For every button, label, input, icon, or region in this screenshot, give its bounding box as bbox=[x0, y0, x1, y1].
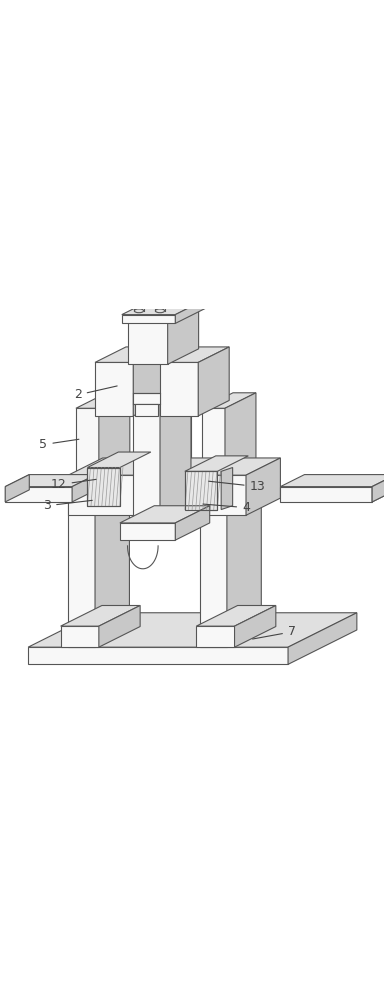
Polygon shape bbox=[185, 471, 218, 510]
Polygon shape bbox=[164, 305, 191, 515]
Polygon shape bbox=[99, 605, 140, 647]
Polygon shape bbox=[280, 475, 385, 487]
Polygon shape bbox=[120, 523, 175, 540]
Polygon shape bbox=[202, 393, 256, 408]
Ellipse shape bbox=[156, 294, 165, 298]
Polygon shape bbox=[5, 487, 72, 502]
Polygon shape bbox=[372, 475, 385, 502]
Polygon shape bbox=[60, 626, 99, 647]
Polygon shape bbox=[133, 347, 164, 416]
Polygon shape bbox=[200, 460, 261, 477]
Polygon shape bbox=[196, 605, 276, 626]
Polygon shape bbox=[160, 347, 229, 362]
Polygon shape bbox=[160, 362, 198, 416]
Polygon shape bbox=[133, 347, 191, 362]
Polygon shape bbox=[60, 605, 140, 626]
Polygon shape bbox=[87, 468, 120, 506]
Polygon shape bbox=[234, 605, 276, 647]
Polygon shape bbox=[198, 347, 229, 416]
Polygon shape bbox=[133, 305, 191, 320]
Ellipse shape bbox=[156, 309, 165, 313]
Polygon shape bbox=[95, 347, 164, 362]
Polygon shape bbox=[175, 506, 210, 540]
Polygon shape bbox=[68, 475, 246, 515]
Text: 12: 12 bbox=[51, 478, 96, 491]
Polygon shape bbox=[288, 613, 357, 664]
Polygon shape bbox=[280, 487, 372, 502]
Polygon shape bbox=[122, 315, 175, 323]
Polygon shape bbox=[72, 475, 96, 502]
Polygon shape bbox=[185, 456, 248, 471]
Polygon shape bbox=[127, 322, 167, 364]
Polygon shape bbox=[127, 307, 199, 322]
Polygon shape bbox=[120, 506, 210, 523]
Polygon shape bbox=[76, 393, 130, 408]
Text: 3: 3 bbox=[44, 499, 92, 512]
Polygon shape bbox=[76, 408, 99, 477]
Ellipse shape bbox=[134, 309, 144, 313]
Polygon shape bbox=[221, 468, 233, 510]
Text: 7: 7 bbox=[253, 625, 296, 639]
Text: 2: 2 bbox=[74, 386, 117, 401]
Polygon shape bbox=[28, 647, 288, 664]
Polygon shape bbox=[99, 393, 130, 477]
Polygon shape bbox=[68, 477, 95, 647]
Polygon shape bbox=[160, 305, 191, 531]
Polygon shape bbox=[175, 297, 210, 323]
Text: 5: 5 bbox=[39, 438, 79, 451]
Polygon shape bbox=[95, 362, 133, 416]
Polygon shape bbox=[200, 477, 227, 647]
Polygon shape bbox=[196, 626, 234, 647]
Polygon shape bbox=[225, 393, 256, 477]
Polygon shape bbox=[95, 460, 129, 647]
Polygon shape bbox=[122, 297, 210, 315]
Polygon shape bbox=[167, 307, 199, 364]
Polygon shape bbox=[227, 460, 261, 647]
Polygon shape bbox=[28, 613, 357, 647]
Polygon shape bbox=[135, 404, 158, 416]
Polygon shape bbox=[5, 475, 29, 502]
Polygon shape bbox=[68, 460, 129, 477]
Text: 4: 4 bbox=[203, 501, 250, 514]
Polygon shape bbox=[202, 408, 225, 477]
Polygon shape bbox=[372, 475, 385, 502]
Ellipse shape bbox=[134, 294, 144, 298]
Polygon shape bbox=[133, 320, 160, 531]
Polygon shape bbox=[87, 452, 151, 468]
Polygon shape bbox=[68, 458, 280, 475]
Polygon shape bbox=[246, 458, 280, 515]
Polygon shape bbox=[133, 393, 160, 404]
Polygon shape bbox=[5, 475, 96, 487]
Text: 13: 13 bbox=[209, 480, 265, 493]
